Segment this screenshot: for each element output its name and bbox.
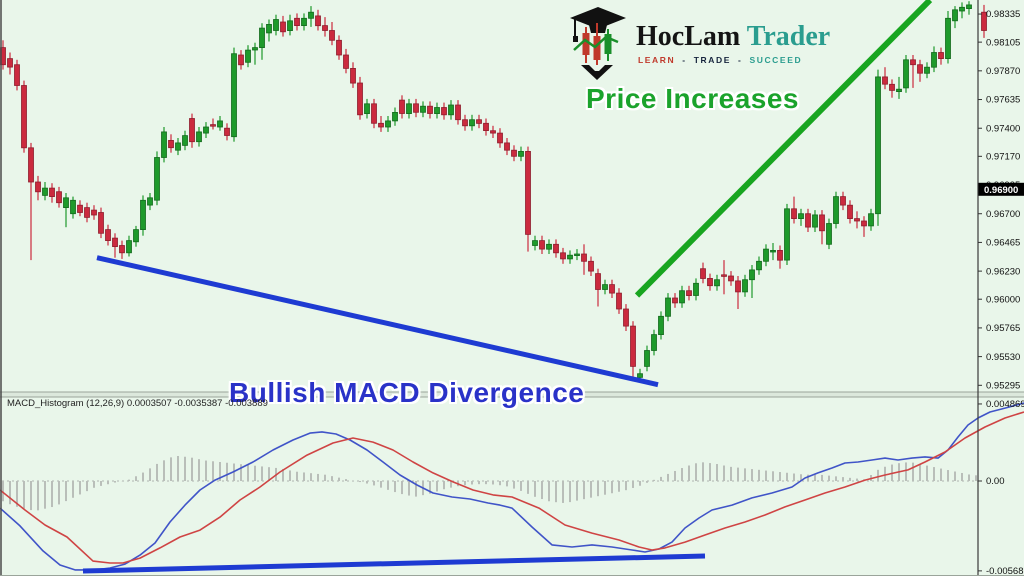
svg-text:0.95765: 0.95765 [986, 323, 1020, 334]
price-support-trendline [96, 255, 659, 388]
svg-text:0.95295: 0.95295 [986, 381, 1020, 392]
brand-name: HocLam Trader [636, 23, 830, 51]
tagline-succeed: SUCCEED [749, 55, 803, 65]
svg-text:0.95530: 0.95530 [986, 352, 1020, 363]
bullish-macd-divergence-annotation: Bullish MACD Divergence [229, 377, 585, 408]
svg-text:0.98335: 0.98335 [986, 9, 1020, 20]
svg-text:0.96900: 0.96900 [984, 185, 1018, 196]
svg-text:0.98105: 0.98105 [986, 37, 1020, 48]
svg-text:0.96700: 0.96700 [986, 209, 1020, 220]
macd-signal-line [0, 411, 1024, 564]
svg-text:0.97870: 0.97870 [986, 66, 1020, 77]
tagline-trade: TRADE [693, 55, 731, 65]
tagline-separator: - [682, 55, 687, 65]
svg-text:-0.00568: -0.00568 [986, 566, 1024, 576]
svg-text:0.004869: 0.004869 [986, 399, 1024, 410]
brand-name-part2: Trader [746, 21, 831, 52]
svg-text:0.97400: 0.97400 [986, 123, 1020, 134]
macd-histogram-bars [2, 456, 977, 511]
panel-separator [0, 391, 1024, 398]
svg-text:0.00: 0.00 [986, 476, 1005, 487]
current-price-box: 0.96900 [978, 182, 1024, 196]
macd-divergence-trendline [82, 553, 706, 574]
brand-name-part1: HocLam [636, 21, 741, 52]
price-axis-labels: 0.98335 0.98105 0.97870 0.97635 0.97400 0.971… [978, 9, 1020, 392]
brand-logo-icon [570, 7, 626, 80]
svg-text:0.96465: 0.96465 [986, 238, 1020, 249]
tagline-separator: - [738, 55, 743, 65]
macd-indicator-label: MACD_Histogram (12,26,9) 0.0003507 -0.00… [7, 398, 268, 409]
brand-logo: HocLam Trader LEARN - TRADE - SUCCEED [566, 5, 830, 81]
svg-text:0.97635: 0.97635 [986, 95, 1020, 106]
brand-tagline: LEARN - TRADE - SUCCEED [638, 55, 830, 65]
macd-main-line [0, 402, 1024, 571]
svg-text:0.97170: 0.97170 [986, 152, 1020, 163]
candlestick-series [0, 1, 987, 380]
price-increases-annotation: Price Increases [586, 83, 799, 114]
svg-text:0.96000: 0.96000 [986, 294, 1020, 305]
price-rally-trendline [634, 0, 933, 298]
macd-axis-labels: 0.004869 0.00 -0.00568 [978, 399, 1024, 576]
svg-text:0.96230: 0.96230 [986, 266, 1020, 277]
tagline-learn: LEARN [638, 55, 676, 65]
